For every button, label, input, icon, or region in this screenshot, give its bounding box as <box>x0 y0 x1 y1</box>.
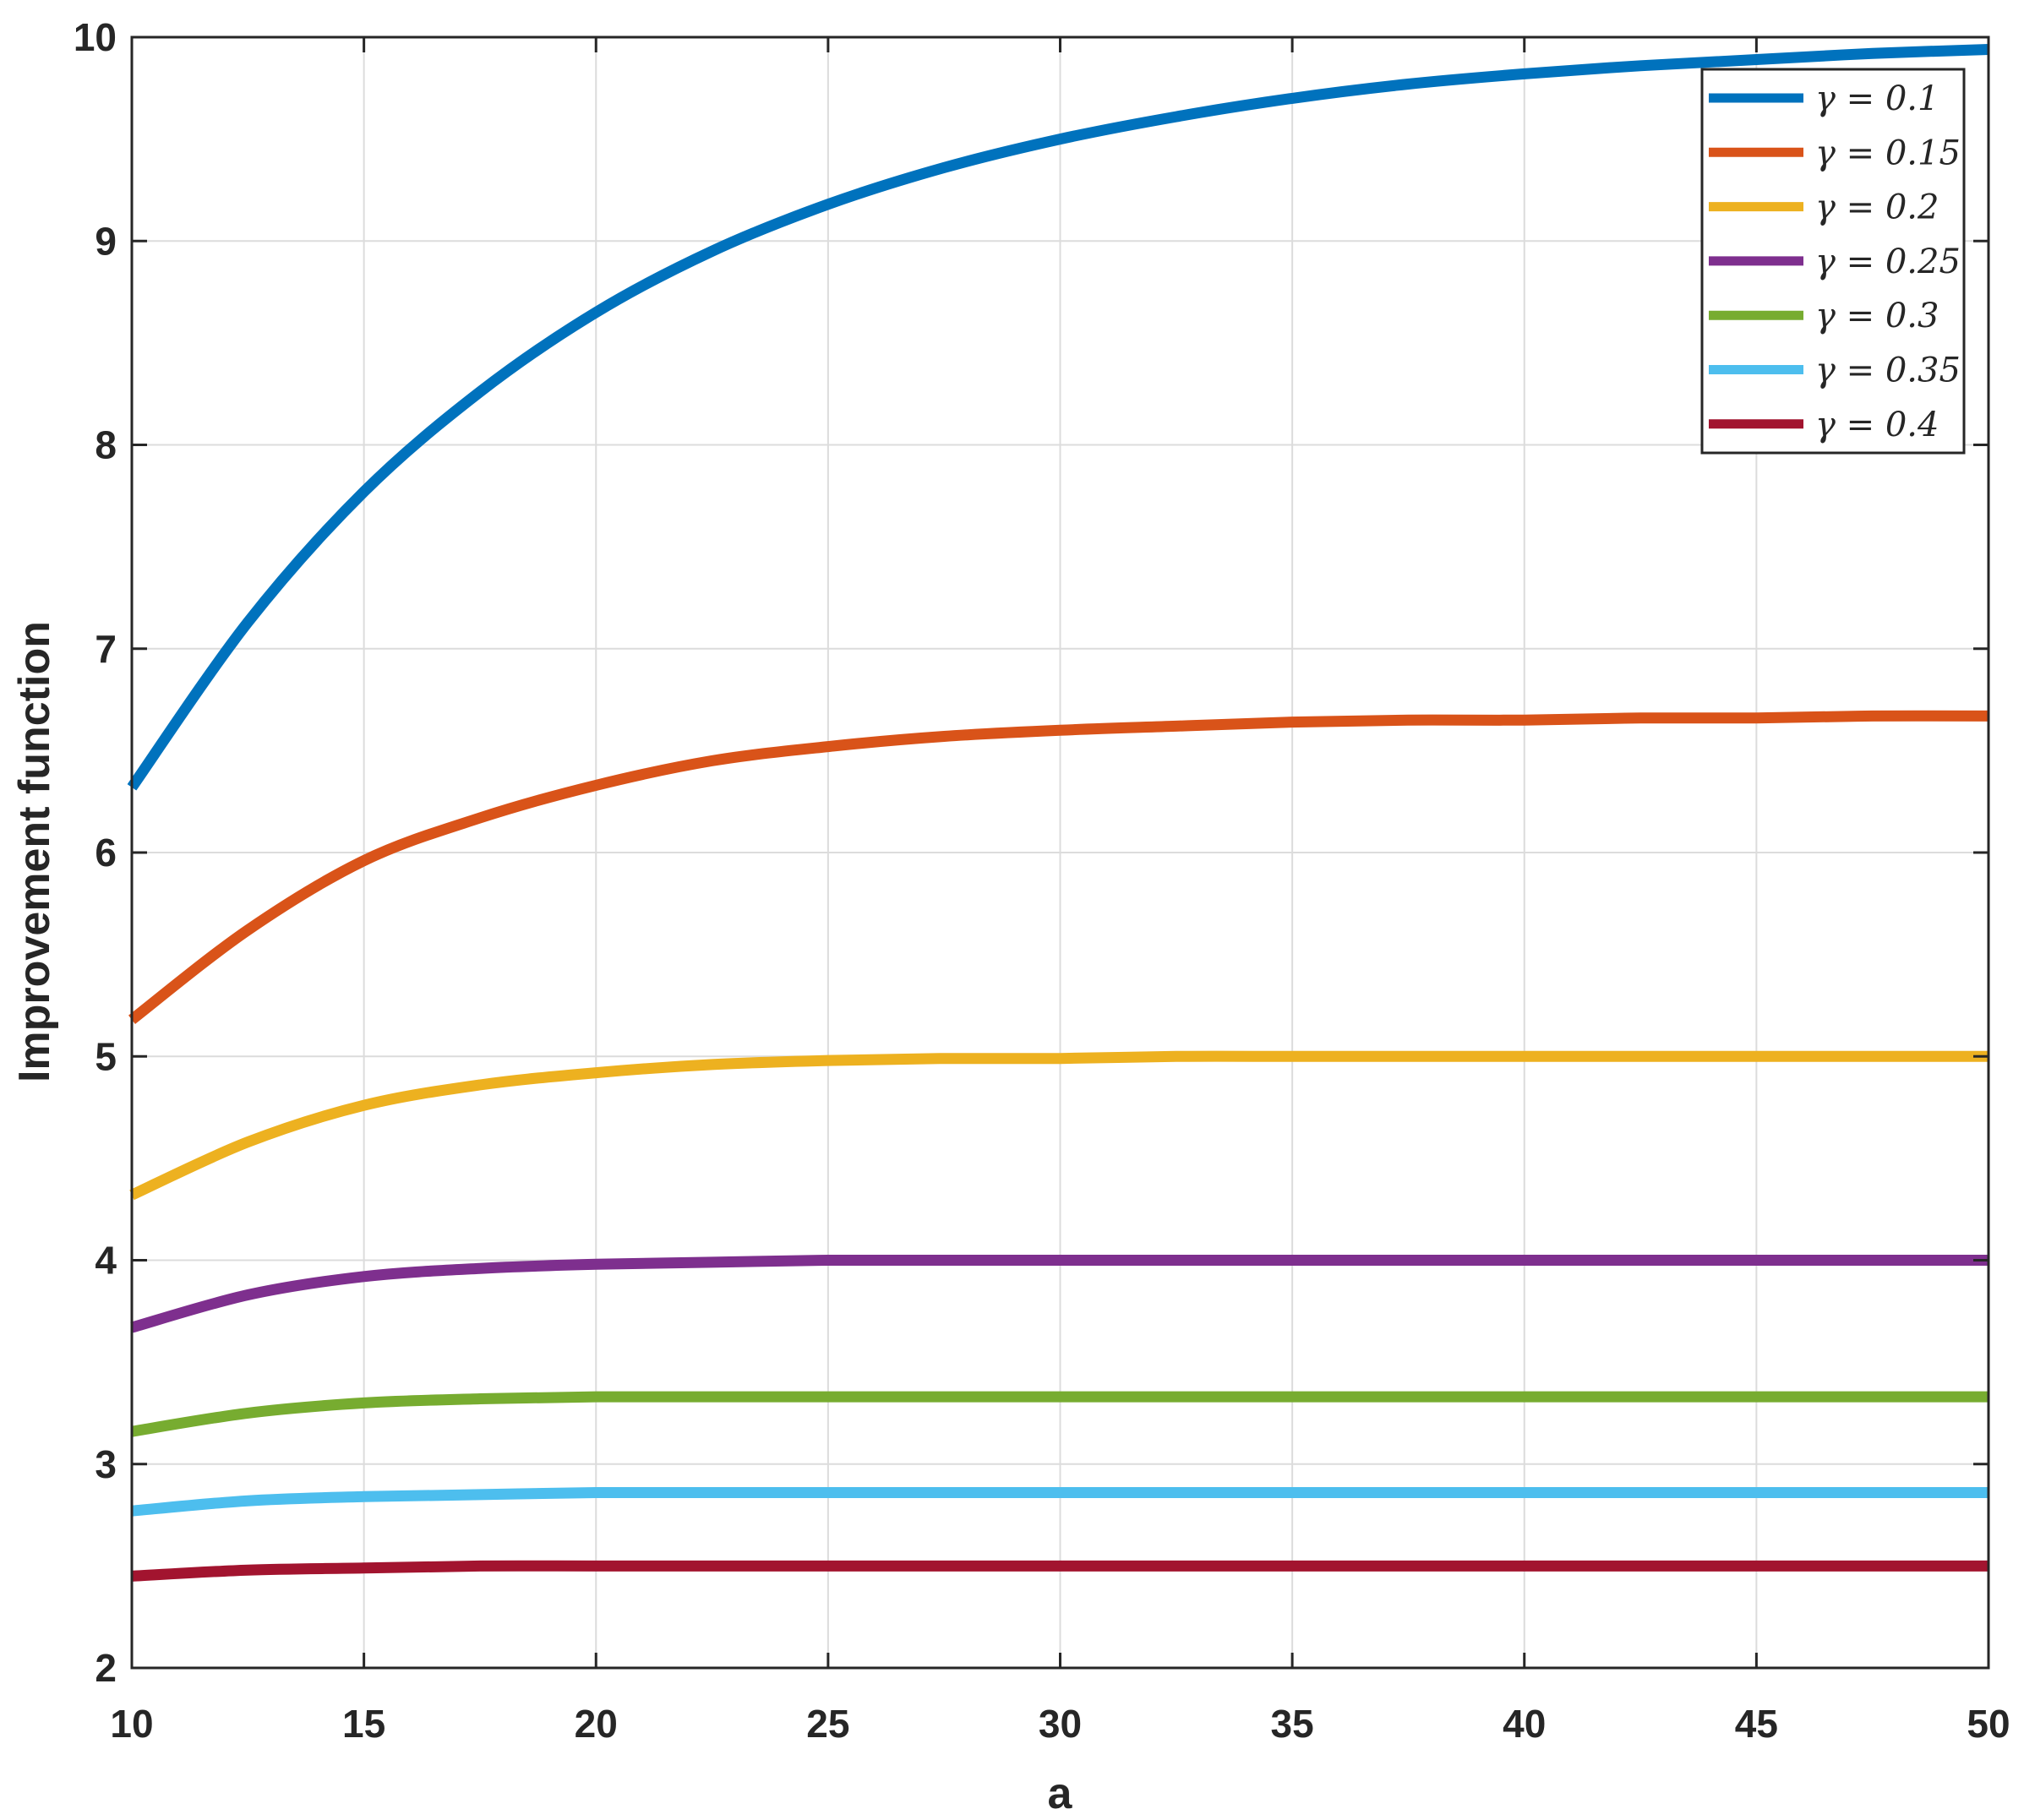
y-tick-label: 6 <box>95 831 117 875</box>
y-tick-label: 2 <box>95 1646 117 1690</box>
series-line-5 <box>131 1486 1989 1517</box>
x-tick-label: 25 <box>806 1702 849 1746</box>
series-line-1 <box>128 710 1989 1024</box>
x-tick-label: 30 <box>1039 1702 1082 1746</box>
legend-label-0: γ = 0.1 <box>1815 79 1939 118</box>
x-tick-label: 45 <box>1735 1702 1778 1746</box>
series-line-6 <box>131 1560 1989 1582</box>
legend: γ = 0.1 γ = 0.15 γ = 0.2 γ = 0.25 γ = 0.3 γ =… <box>1700 68 1966 455</box>
y-tick-label: 10 <box>74 15 117 59</box>
series-line-4 <box>130 1391 1989 1437</box>
y-tick-label: 5 <box>95 1034 117 1078</box>
x-tick-label: 50 <box>1967 1702 2010 1746</box>
x-tick-label: 40 <box>1503 1702 1546 1746</box>
y-tick-label: 8 <box>95 423 117 467</box>
tick-marks <box>130 35 1990 1670</box>
y-tick-label: 4 <box>95 1239 117 1283</box>
x-tick-label: 10 <box>110 1702 153 1746</box>
x-tick-label: 35 <box>1271 1702 1314 1746</box>
y-axis-label: Improvement function <box>10 621 59 1082</box>
legend-label-6: γ = 0.4 <box>1815 406 1939 444</box>
series-line-2 <box>129 1050 1989 1201</box>
y-tick-label: 7 <box>95 627 117 671</box>
series-layer <box>127 44 1989 1582</box>
legend-label-5: γ = 0.35 <box>1815 351 1961 390</box>
y-tick-label: 3 <box>95 1442 117 1486</box>
legend-label-1: γ = 0.15 <box>1815 134 1961 172</box>
series-line-3 <box>130 1254 1989 1333</box>
y-tick-label: 9 <box>95 219 117 263</box>
series-line-0 <box>127 44 1989 791</box>
x-axis-label: a <box>1048 1769 1073 1818</box>
legend-label-4: γ = 0.3 <box>1815 297 1939 335</box>
legend-label-2: γ = 0.2 <box>1815 188 1939 227</box>
y-tick-labels: 2 3 4 5 6 7 8 9 10 <box>74 15 117 1690</box>
legend-label-3: γ = 0.25 <box>1815 242 1961 281</box>
x-tick-label: 20 <box>575 1702 618 1746</box>
x-tick-label: 15 <box>342 1702 385 1746</box>
x-tick-labels: 10 15 20 25 30 35 40 45 50 <box>110 1702 2010 1746</box>
